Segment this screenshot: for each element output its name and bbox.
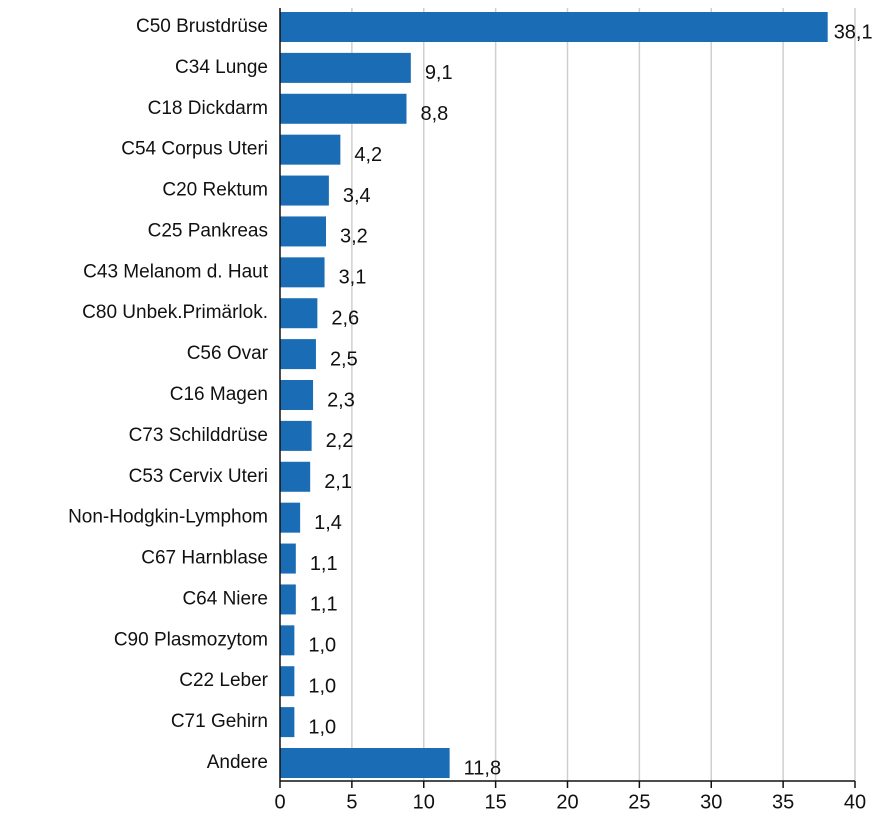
bar [280, 584, 296, 615]
y-tick-label: C67 Harnblase [141, 548, 268, 569]
y-tick-label: C80 Unbek.Primärlok. [82, 302, 268, 323]
data-label: 2,5 [330, 348, 358, 370]
y-tick-label: Andere [207, 752, 268, 773]
data-label: 3,1 [339, 267, 367, 289]
data-label: 2,2 [326, 430, 354, 452]
bar [280, 52, 411, 83]
y-tick-label: C25 Pankreas [148, 220, 268, 241]
y-tick-label: Non-Hodgkin-Lymphom [68, 507, 268, 528]
x-tick-label: 10 [413, 791, 435, 813]
bar [280, 420, 312, 451]
data-label: 38,1 [834, 21, 873, 43]
y-tick-label: C90 Plasmozytom [114, 629, 268, 650]
bar [280, 12, 828, 42]
bar [280, 257, 325, 288]
y-tick-label: C71 Gehirn [171, 711, 268, 732]
bar [280, 380, 314, 410]
x-tick-label: 35 [772, 791, 794, 813]
bar [280, 748, 450, 778]
y-tick-label: C43 Melanom d. Haut [83, 261, 269, 282]
x-tick-label: 15 [485, 791, 507, 813]
y-tick-label: C54 Corpus Uteri [121, 139, 268, 160]
data-label: 11,8 [464, 757, 501, 779]
bar [280, 461, 311, 492]
bar [280, 666, 295, 697]
data-label: 2,6 [331, 308, 359, 330]
y-tick-label: C73 Schilddrüse [129, 425, 268, 446]
bar [280, 502, 301, 533]
y-tick-label: C53 Cervix Uteri [129, 466, 268, 487]
data-label: 1,0 [308, 635, 336, 657]
bar [280, 298, 318, 329]
y-tick-label: C56 Ovar [187, 343, 269, 364]
data-label: 3,4 [343, 185, 371, 207]
y-tick-label: C18 Dickdarm [148, 98, 268, 119]
x-tick-label: 30 [700, 791, 722, 813]
y-tick-label: C16 Magen [170, 384, 268, 405]
data-label: 1,1 [310, 553, 338, 575]
data-label: 1,0 [308, 716, 336, 738]
bar [280, 175, 329, 206]
x-tick-label: 5 [346, 791, 357, 813]
data-label: 2,3 [327, 389, 355, 411]
data-label: 1,1 [310, 594, 338, 616]
data-label: 9,1 [425, 62, 453, 84]
bar [280, 93, 407, 124]
y-tick-label: C20 Rektum [162, 180, 268, 201]
data-label: 2,1 [324, 471, 352, 493]
y-tick-label: C22 Leber [179, 670, 268, 691]
data-label: 8,8 [421, 103, 449, 125]
y-tick-label: C34 Lunge [175, 57, 268, 78]
data-label: 4,2 [354, 144, 382, 166]
data-label: 1,4 [314, 512, 342, 534]
x-tick-label: 20 [556, 791, 578, 813]
bar [280, 543, 296, 574]
bar [280, 216, 326, 247]
bar [280, 339, 316, 370]
y-tick-label: C50 Brustdrüse [136, 16, 268, 37]
x-tick-label: 40 [844, 791, 866, 813]
data-label: 1,0 [308, 676, 336, 698]
x-tick-label: 0 [274, 791, 285, 813]
data-label: 3,2 [340, 226, 368, 248]
x-tick-label: 25 [628, 791, 650, 813]
bar [280, 134, 341, 165]
y-tick-label: C64 Niere [182, 588, 268, 609]
bar [280, 707, 295, 738]
bar [280, 625, 295, 656]
